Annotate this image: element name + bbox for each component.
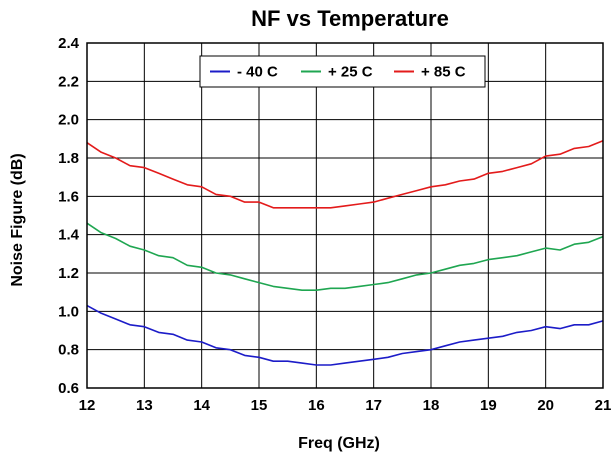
y-tick-label: 1.0 — [58, 303, 79, 320]
legend-box — [199, 55, 486, 88]
y-tick-label: 2.2 — [58, 73, 79, 90]
y-tick-label: 2.0 — [58, 112, 79, 129]
legend-entry: + 25 C — [328, 64, 373, 81]
legend-entry: - 40 C — [237, 64, 278, 81]
y-tick-label: 0.8 — [58, 342, 79, 359]
y-tick-label: 0.6 — [58, 380, 79, 397]
y-tick-label: 1.2 — [58, 265, 79, 282]
x-tick-label: 20 — [537, 397, 554, 414]
y-tick-labels: 0.6 0.8 1.0 1.2 1.4 1.6 1.8 2.0 2.2 2.4 — [58, 35, 80, 397]
series-line — [86, 139, 604, 209]
plot-frame — [86, 42, 604, 389]
chart-title: NF vs Temperature — [251, 6, 449, 31]
y-tick-label: 1.6 — [58, 188, 79, 205]
x-tick-label: 18 — [423, 397, 440, 414]
series-line — [86, 222, 604, 292]
x-tick-labels: 12 13 14 15 16 17 18 19 20 21 — [79, 397, 612, 414]
series-line — [86, 304, 604, 366]
x-tick-label: 12 — [79, 397, 96, 414]
legend-entry: + 85 C — [421, 64, 466, 81]
x-tick-label: 16 — [308, 397, 325, 414]
x-axis-label: Freq (GHz) — [298, 435, 380, 452]
series-layer — [86, 139, 604, 366]
y-tick-label: 1.4 — [58, 227, 80, 244]
x-tick-label: 15 — [251, 397, 268, 414]
x-tick-label: 13 — [136, 397, 153, 414]
grid-layer — [87, 43, 603, 388]
y-axis-label: Noise Figure (dB) — [9, 153, 26, 286]
x-tick-label: 17 — [365, 397, 382, 414]
x-tick-label: 14 — [193, 397, 210, 414]
y-tick-label: 2.4 — [58, 35, 80, 52]
x-tick-label: 21 — [595, 397, 612, 414]
legend: - 40 C + 25 C + 85 C — [199, 55, 486, 88]
y-tick-label: 1.8 — [58, 150, 79, 167]
x-tick-label: 19 — [480, 397, 497, 414]
